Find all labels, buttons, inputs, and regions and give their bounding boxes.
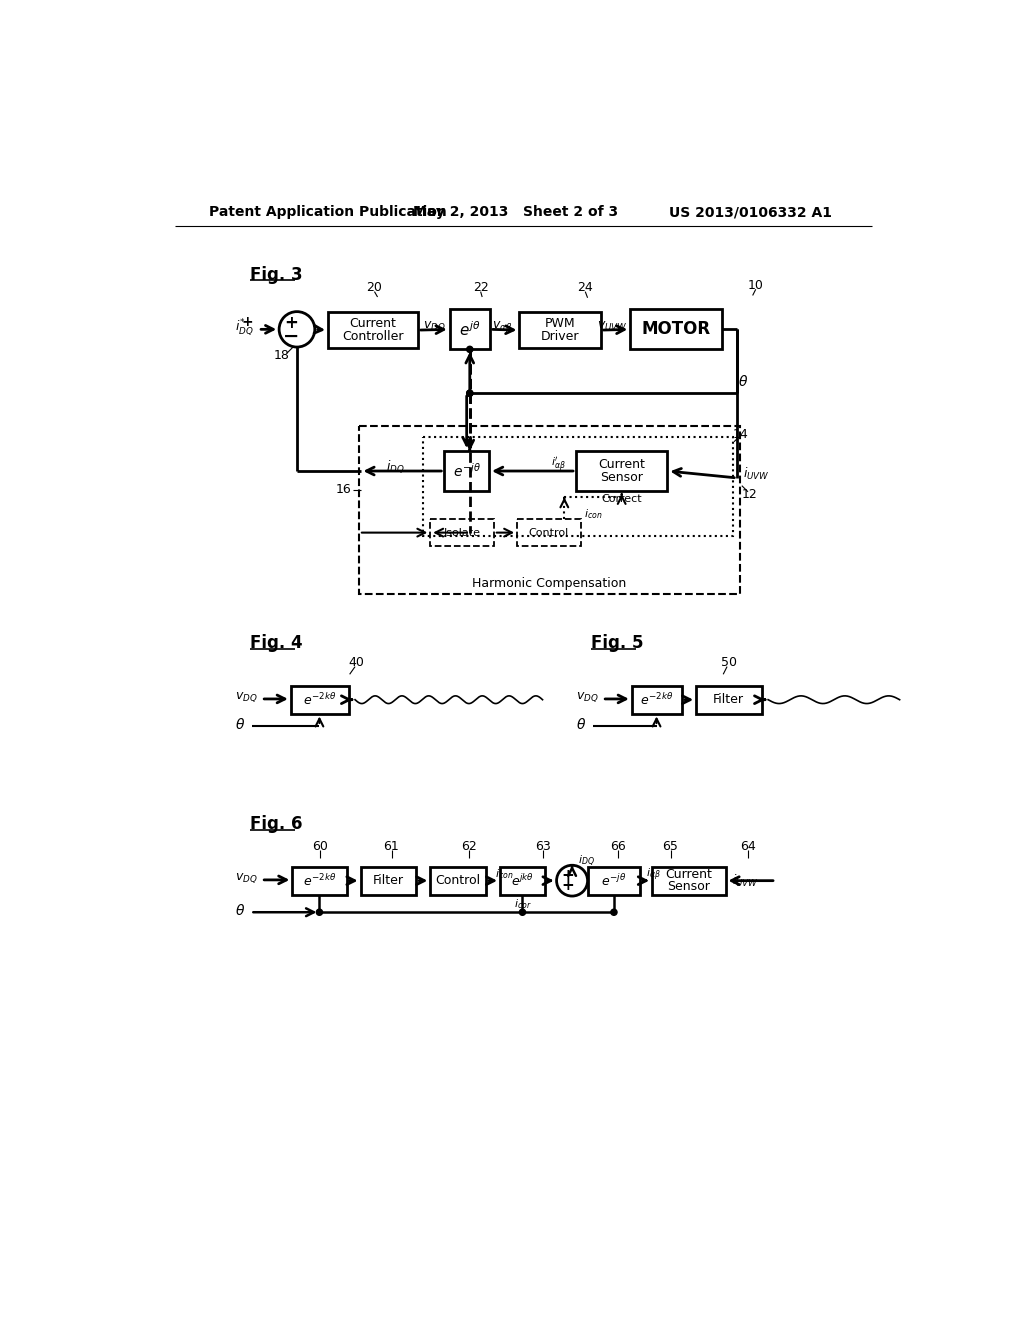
Text: $i_{\alpha\beta}$: $i_{\alpha\beta}$ (646, 866, 662, 883)
Text: 14: 14 (732, 428, 749, 441)
Text: +: + (285, 314, 298, 333)
Text: $v_{UVW}$: $v_{UVW}$ (597, 319, 628, 333)
Bar (423, 437, 732, 536)
Text: 63: 63 (535, 840, 551, 853)
Text: Fig. 3: Fig. 3 (250, 267, 302, 284)
Bar (430, 519, 494, 546)
Text: $v_{DQ}$: $v_{DQ}$ (234, 871, 258, 886)
Text: Driver: Driver (541, 330, 579, 343)
Text: $i_{\alpha\beta}'$: $i_{\alpha\beta}'$ (551, 455, 565, 474)
Text: −: − (284, 327, 300, 346)
Circle shape (467, 391, 473, 396)
Text: Isolate: Isolate (443, 528, 480, 537)
Text: Control: Control (435, 874, 480, 887)
Text: $e^{-2k\theta}$: $e^{-2k\theta}$ (303, 873, 336, 888)
Bar (359, 426, 740, 594)
Text: $v_{\alpha\beta}$: $v_{\alpha\beta}$ (493, 318, 513, 334)
Text: Current: Current (665, 869, 712, 880)
Text: 66: 66 (610, 840, 626, 853)
Text: $e^{j\theta}$: $e^{j\theta}$ (459, 319, 480, 339)
Text: Current: Current (349, 317, 396, 330)
Text: Fig. 4: Fig. 4 (250, 635, 302, 652)
Bar (500, 867, 545, 895)
Text: $i_{con}$: $i_{con}$ (496, 867, 514, 882)
Text: $i_{UVW}$: $i_{UVW}$ (743, 466, 770, 482)
Text: $v_{DQ}$: $v_{DQ}$ (234, 690, 258, 705)
Circle shape (280, 312, 314, 347)
Bar (630, 309, 722, 350)
Circle shape (467, 391, 473, 396)
Text: 24: 24 (578, 281, 593, 294)
Bar (430, 867, 486, 895)
Circle shape (519, 909, 525, 915)
Text: Fig. 5: Fig. 5 (591, 635, 643, 652)
Text: 10: 10 (748, 279, 764, 292)
Text: $i_{DQ}^{*}$: $i_{DQ}^{*}$ (234, 317, 254, 338)
Circle shape (467, 346, 473, 352)
Text: PWM: PWM (545, 317, 575, 330)
Text: 65: 65 (663, 840, 679, 853)
Text: 61: 61 (384, 840, 399, 853)
Text: 20: 20 (367, 281, 382, 294)
Text: $e^{jk\theta}$: $e^{jk\theta}$ (511, 873, 534, 888)
Circle shape (316, 909, 323, 915)
Text: $i_{con}$: $i_{con}$ (584, 507, 602, 521)
Circle shape (611, 909, 617, 915)
Bar (450, 309, 489, 350)
Bar (696, 686, 762, 714)
Text: 50: 50 (721, 656, 736, 669)
Text: 18: 18 (273, 348, 290, 362)
Text: 16: 16 (336, 483, 351, 496)
Text: MOTOR: MOTOR (641, 321, 711, 338)
Text: 62: 62 (461, 840, 477, 853)
Text: Harmonic Compensation: Harmonic Compensation (472, 577, 627, 590)
Bar (517, 519, 581, 546)
Text: $i_{cor}$: $i_{cor}$ (514, 896, 531, 911)
Text: +: + (561, 878, 573, 892)
Text: $\theta$: $\theta$ (738, 374, 749, 389)
Text: Controller: Controller (342, 330, 403, 343)
Text: May 2, 2013   Sheet 2 of 3: May 2, 2013 Sheet 2 of 3 (414, 206, 618, 219)
Bar (519, 313, 601, 348)
Text: 12: 12 (741, 488, 758, 502)
Text: Filter: Filter (713, 693, 744, 706)
Circle shape (557, 866, 588, 896)
Text: $\theta$: $\theta$ (234, 903, 245, 919)
Text: 40: 40 (349, 656, 365, 669)
Bar (632, 686, 682, 714)
Text: Correct: Correct (601, 494, 642, 504)
Text: $\theta$: $\theta$ (575, 717, 586, 731)
Bar (292, 867, 346, 895)
Bar (588, 867, 640, 895)
Bar (360, 867, 417, 895)
Bar (444, 451, 489, 491)
Text: Filter: Filter (373, 874, 403, 887)
Text: $e^{-j\theta}$: $e^{-j\theta}$ (453, 462, 480, 480)
Text: +: + (561, 867, 573, 883)
Text: Sensor: Sensor (667, 880, 710, 894)
Text: $\theta$: $\theta$ (234, 717, 245, 731)
Text: Current: Current (598, 458, 645, 471)
Bar (328, 313, 418, 348)
Text: $i_{DQ}$: $i_{DQ}$ (386, 458, 404, 475)
Text: $e^{-j\theta}$: $e^{-j\theta}$ (601, 873, 627, 888)
Bar (652, 867, 726, 895)
Text: US 2013/0106332 A1: US 2013/0106332 A1 (669, 206, 831, 219)
Text: $e^{-2k\theta}$: $e^{-2k\theta}$ (640, 692, 673, 708)
Text: 22: 22 (473, 281, 488, 294)
Text: Patent Application Publication: Patent Application Publication (209, 206, 447, 219)
Text: +: + (242, 315, 253, 330)
Text: 60: 60 (312, 840, 328, 853)
Text: $i_{DQ}$: $i_{DQ}$ (579, 854, 595, 869)
Text: Fig. 6: Fig. 6 (250, 816, 302, 833)
Bar (575, 451, 668, 491)
Text: $e^{-2k\theta}$: $e^{-2k\theta}$ (303, 692, 336, 708)
Text: $v_{DQ}$: $v_{DQ}$ (575, 690, 599, 705)
Text: $i_{UVW}$: $i_{UVW}$ (732, 873, 759, 888)
Text: Control: Control (528, 528, 569, 537)
Bar (291, 686, 349, 714)
Text: $v_{DQ}$: $v_{DQ}$ (423, 319, 445, 333)
Text: 64: 64 (740, 840, 756, 853)
Text: Sensor: Sensor (600, 471, 643, 483)
